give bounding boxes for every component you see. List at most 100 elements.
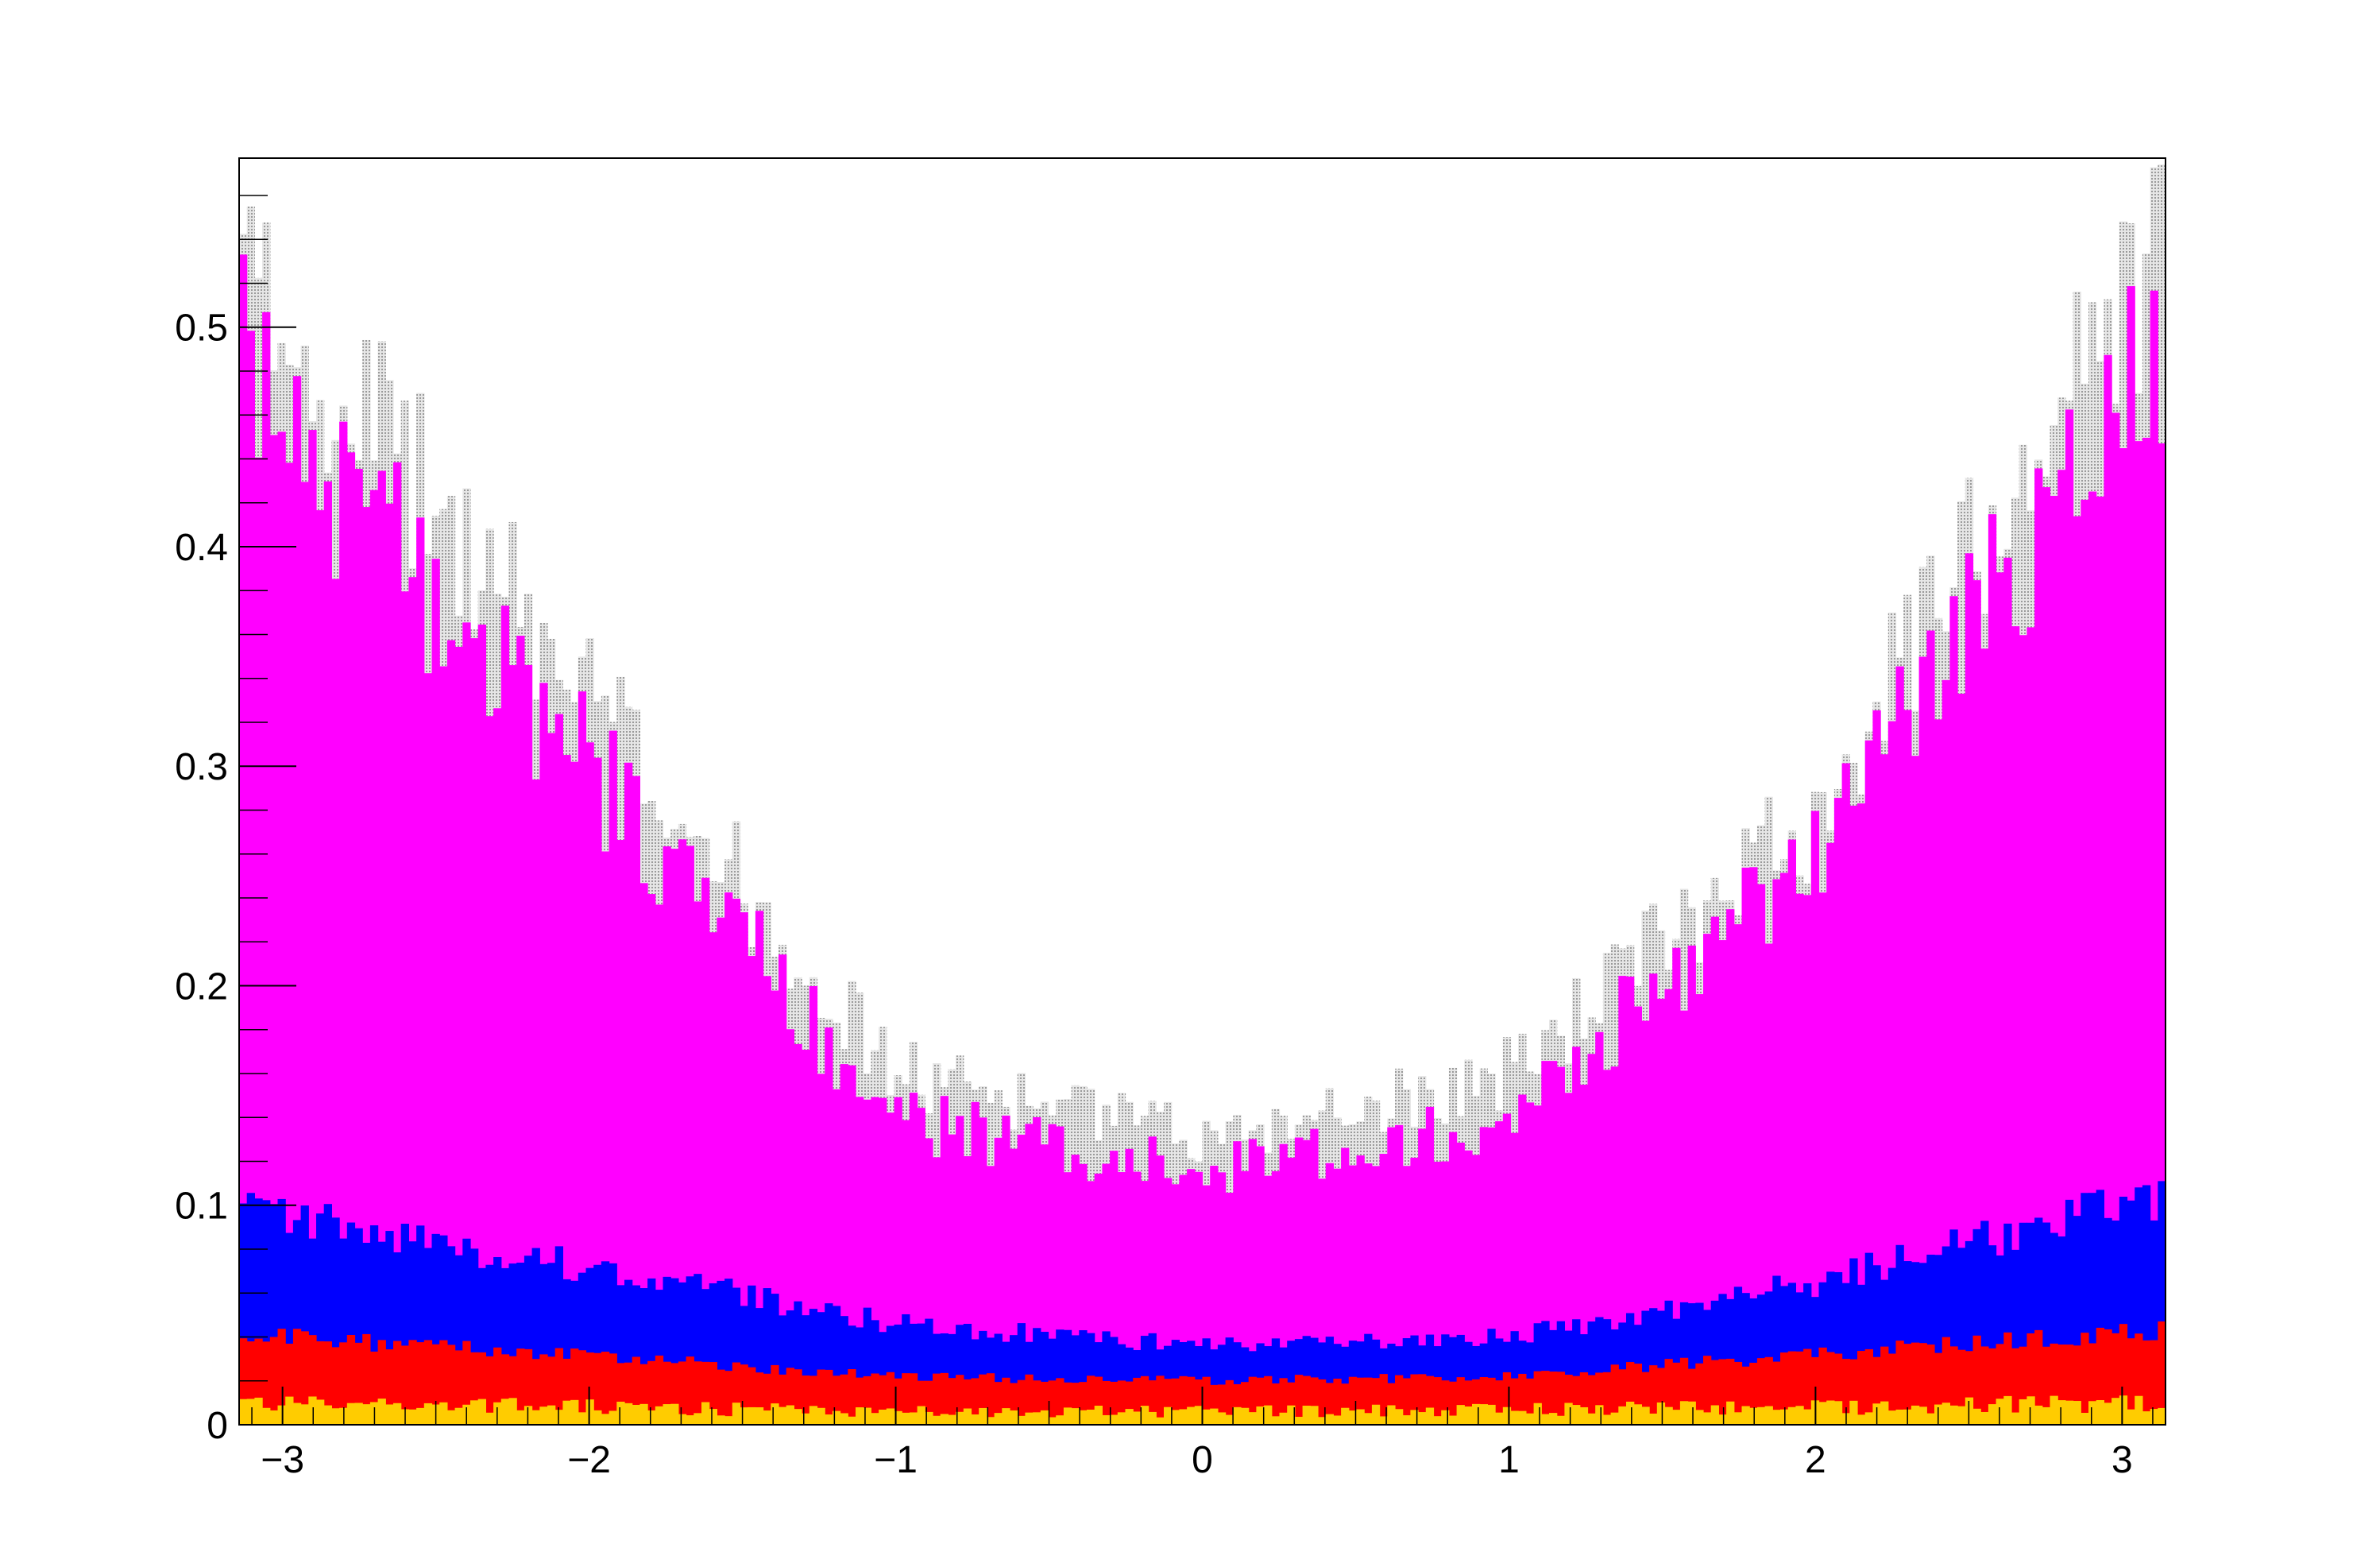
bar-series-0-bin-47 — [601, 1414, 610, 1425]
bar-series-0-bin-202 — [1795, 1406, 1804, 1425]
bar-series-2-bin-226 — [1980, 1221, 1989, 1425]
bar-series-3-bin-179 — [1618, 976, 1627, 1425]
bar-series-1-bin-35 — [508, 1356, 517, 1425]
bar-series-3-bin-230 — [2011, 626, 2020, 1425]
bar-series-1-bin-95 — [971, 1378, 979, 1425]
bar-series-1-bin-164 — [1502, 1372, 1512, 1425]
bar-series-0-bin-188 — [1687, 1401, 1696, 1425]
bar-series-3-bin-235 — [2050, 495, 2058, 1425]
bar-series-3-bin-199 — [1772, 879, 1781, 1425]
bar-series-1-bin-119 — [1156, 1375, 1165, 1425]
bar-series-0-bin-63 — [724, 1416, 733, 1425]
bar-series-3-bin-94 — [963, 1156, 972, 1425]
bar-series-0-bin-11 — [323, 1405, 332, 1425]
bar-series-3-bin-237 — [2065, 409, 2074, 1425]
bar-series-0-bin-248 — [2150, 1409, 2158, 1425]
bar-series-0-bin-194 — [1733, 1412, 1743, 1425]
bar-series-3-bin-5 — [277, 431, 286, 1425]
bar-series-3-bin-62 — [717, 917, 725, 1425]
bar-series-0-bin-93 — [956, 1411, 964, 1425]
bar-series-2-bin-212 — [1872, 1265, 1881, 1425]
bar-series-2-bin-63 — [724, 1279, 733, 1425]
bar-series-3-bin-48 — [609, 730, 617, 1425]
bar-series-1-bin-103 — [1033, 1380, 1041, 1425]
bar-series-3-bin-175 — [1587, 1054, 1596, 1425]
bar-series-1-bin-122 — [1179, 1375, 1188, 1425]
bar-series-1-bin-178 — [1610, 1364, 1619, 1425]
bar-series-3-bin-16 — [362, 507, 371, 1425]
bar-series-3-bin-150 — [1395, 1124, 1404, 1425]
bar-series-0-bin-249 — [2158, 1407, 2166, 1425]
bar-series-3-bin-226 — [1980, 648, 1989, 1425]
bar-series-0-bin-101 — [1017, 1415, 1026, 1425]
bar-series-0-bin-116 — [1133, 1411, 1142, 1425]
bar-series-3-bin-65 — [740, 912, 748, 1425]
bar-series-3-bin-21 — [400, 591, 409, 1425]
bar-series-1-bin-52 — [639, 1364, 648, 1425]
bar-series-0-bin-223 — [1957, 1406, 1966, 1425]
bar-series-3-bin-206 — [1826, 842, 1835, 1425]
bar-series-3-bin-138 — [1302, 1139, 1311, 1425]
bar-series-0-bin-196 — [1749, 1407, 1758, 1425]
bar-series-1-bin-7 — [292, 1329, 302, 1425]
bar-series-0-bin-241 — [2096, 1399, 2104, 1425]
bar-series-2-bin-20 — [393, 1252, 402, 1425]
bar-series-1-bin-17 — [369, 1351, 379, 1425]
bar-series-1-bin-63 — [724, 1371, 733, 1425]
bar-series-1-bin-0 — [239, 1338, 248, 1425]
bar-series-1-bin-87 — [909, 1373, 918, 1425]
bar-series-1-bin-76 — [825, 1369, 833, 1425]
y-tick-label: 0.5 — [175, 308, 228, 350]
bar-series-1-bin-59 — [694, 1361, 702, 1425]
bar-series-0-bin-88 — [917, 1406, 925, 1425]
bar-series-1-bin-211 — [1864, 1348, 1873, 1425]
bar-series-3-bin-126 — [1210, 1166, 1219, 1425]
bar-series-0-bin-14 — [346, 1403, 356, 1425]
bar-series-0-bin-207 — [1833, 1401, 1843, 1425]
bar-series-0-bin-40 — [547, 1405, 556, 1425]
bar-series-1-bin-33 — [493, 1347, 502, 1425]
bar-series-0-bin-150 — [1395, 1409, 1404, 1425]
bar-series-1-bin-72 — [794, 1369, 802, 1425]
bar-series-2-bin-246 — [2135, 1187, 2143, 1425]
bar-series-1-bin-199 — [1772, 1361, 1781, 1425]
bar-series-2-bin-7 — [292, 1220, 302, 1425]
bar-series-2-bin-40 — [547, 1263, 556, 1425]
bar-series-3-bin-10 — [316, 510, 325, 1425]
bar-series-1-bin-50 — [624, 1362, 633, 1425]
bar-series-3-bin-13 — [339, 421, 348, 1425]
bar-series-3-bin-137 — [1294, 1137, 1304, 1425]
bar-series-1-bin-245 — [2127, 1338, 2135, 1425]
bar-series-1-bin-98 — [994, 1382, 1003, 1425]
bar-series-0-bin-67 — [755, 1407, 764, 1425]
bar-series-0-bin-209 — [1849, 1400, 1858, 1425]
bar-series-2-bin-36 — [516, 1262, 525, 1425]
bar-series-3-bin-220 — [1934, 719, 1943, 1425]
bar-series-2-bin-51 — [632, 1285, 640, 1425]
bar-series-0-bin-3 — [262, 1407, 271, 1425]
bar-series-2-bin-239 — [2081, 1193, 2089, 1425]
bar-series-2-bin-232 — [2026, 1222, 2035, 1425]
bar-series-3-bin-115 — [1125, 1148, 1134, 1425]
bar-series-0-bin-55 — [663, 1404, 671, 1425]
bar-series-3-bin-119 — [1156, 1155, 1165, 1425]
bar-series-2-bin-34 — [500, 1267, 510, 1425]
bar-series-3-bin-148 — [1379, 1154, 1388, 1425]
bar-series-1-bin-80 — [856, 1377, 864, 1425]
bar-series-3-bin-180 — [1626, 977, 1635, 1425]
bar-series-0-bin-177 — [1602, 1414, 1612, 1425]
bar-series-1-bin-158 — [1456, 1377, 1465, 1425]
bar-series-2-bin-38 — [531, 1248, 540, 1425]
bar-series-3-bin-177 — [1602, 1070, 1612, 1425]
bar-series-1-bin-177 — [1602, 1372, 1612, 1425]
bar-series-0-bin-247 — [2142, 1411, 2151, 1425]
bar-series-1-bin-195 — [1741, 1366, 1750, 1425]
bar-series-3-bin-81 — [863, 1099, 871, 1425]
bar-series-3-bin-173 — [1572, 1047, 1581, 1425]
bar-series-3-bin-154 — [1425, 1106, 1435, 1425]
bar-series-3-bin-30 — [470, 638, 479, 1425]
bar-series-3-bin-102 — [1025, 1124, 1034, 1425]
bar-series-3-bin-194 — [1733, 924, 1743, 1425]
bar-series-3-bin-207 — [1833, 798, 1843, 1425]
bar-series-3-bin-31 — [477, 625, 486, 1425]
